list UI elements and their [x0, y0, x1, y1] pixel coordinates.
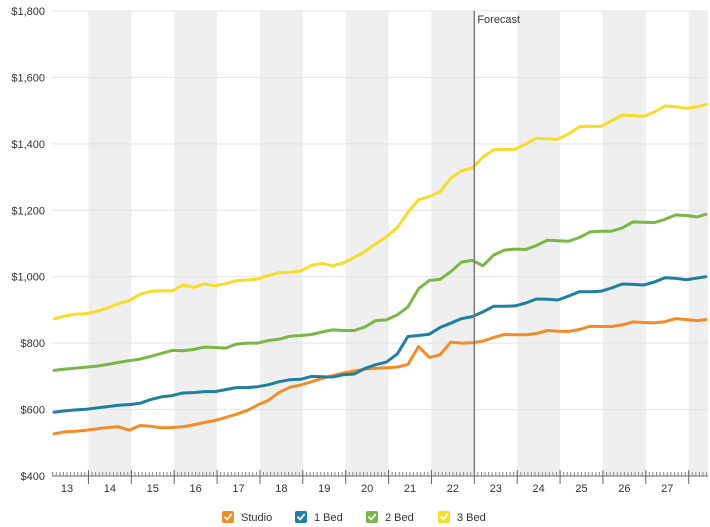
- x-axis-ticks: [52, 470, 708, 484]
- shaded-band-1: [174, 11, 218, 476]
- legend-label: 3 Bed: [457, 512, 486, 524]
- x-tick-label: 22: [447, 483, 459, 495]
- x-tick-label: 23: [490, 483, 502, 495]
- x-tick-label: 25: [575, 483, 587, 495]
- y-tick-label: $1,800: [11, 6, 45, 18]
- legend: Studio 1 Bed 2 Bed 3 Bed: [222, 511, 486, 524]
- y-tick-label: $600: [21, 405, 45, 417]
- y-tick-label: $400: [21, 471, 45, 483]
- x-tick-label: 17: [232, 483, 244, 495]
- legend-swatch: [366, 511, 378, 523]
- shaded-band-0: [88, 11, 132, 476]
- series-line-studio: [52, 317, 708, 436]
- forecast-label: Forecast: [477, 14, 520, 26]
- legend-item-1-bed: 1 Bed: [295, 511, 343, 524]
- legend-label: 2 Bed: [385, 512, 414, 524]
- shaded-band-4: [431, 11, 475, 476]
- shaded-band-3: [345, 11, 389, 476]
- y-axis-labels: $400 $600 $800 $1,000 $1,200 $1,400 $1,600 $1,8…: [11, 6, 45, 483]
- legend-swatch: [295, 511, 307, 523]
- shaded-bands: [88, 11, 708, 476]
- shaded-band-7: [688, 11, 708, 476]
- x-tick-label: 21: [404, 483, 416, 495]
- checkmark-icon: [297, 513, 306, 521]
- x-tick-label: 19: [318, 483, 330, 495]
- series-line-3-bed: [52, 102, 708, 321]
- shaded-band-6: [602, 11, 646, 476]
- legend-label: Studio: [241, 512, 272, 524]
- x-tick-label: 13: [61, 483, 73, 495]
- x-tick-label: 15: [147, 483, 159, 495]
- shaded-band-2: [259, 11, 303, 476]
- series-lines: [52, 102, 708, 436]
- x-tick-label: 26: [618, 483, 630, 495]
- checkmark-icon: [224, 513, 233, 521]
- x-tick-label: 14: [104, 483, 116, 495]
- legend-item-2-bed: 2 Bed: [366, 511, 414, 524]
- legend-swatch: [438, 511, 450, 523]
- legend-item-studio: Studio: [222, 511, 272, 524]
- legend-item-3-bed: 3 Bed: [438, 511, 486, 524]
- series-line-1-bed: [52, 275, 708, 414]
- y-tick-label: $1,400: [11, 139, 45, 151]
- x-tick-label: 24: [533, 483, 545, 495]
- x-axis-labels: 13 14 15 16 17 18 19 20 21 22 23 24 25 26 27: [61, 483, 674, 495]
- y-tick-label: $1,200: [11, 205, 45, 217]
- x-tick-label: 16: [190, 483, 202, 495]
- x-tick-label: 27: [661, 483, 673, 495]
- checkmark-icon: [440, 513, 449, 521]
- y-gridlines: [52, 10, 708, 411]
- x-tick-label: 18: [275, 483, 287, 495]
- x-tick-label: 20: [361, 483, 373, 495]
- y-tick-label: $1,600: [11, 72, 45, 84]
- y-tick-label: $800: [21, 338, 45, 350]
- legend-label: 1 Bed: [314, 512, 343, 524]
- y-tick-label: $1,000: [11, 272, 45, 284]
- checkmark-icon: [368, 513, 377, 521]
- legend-swatch: [222, 511, 234, 523]
- series-line-2-bed: [52, 212, 708, 372]
